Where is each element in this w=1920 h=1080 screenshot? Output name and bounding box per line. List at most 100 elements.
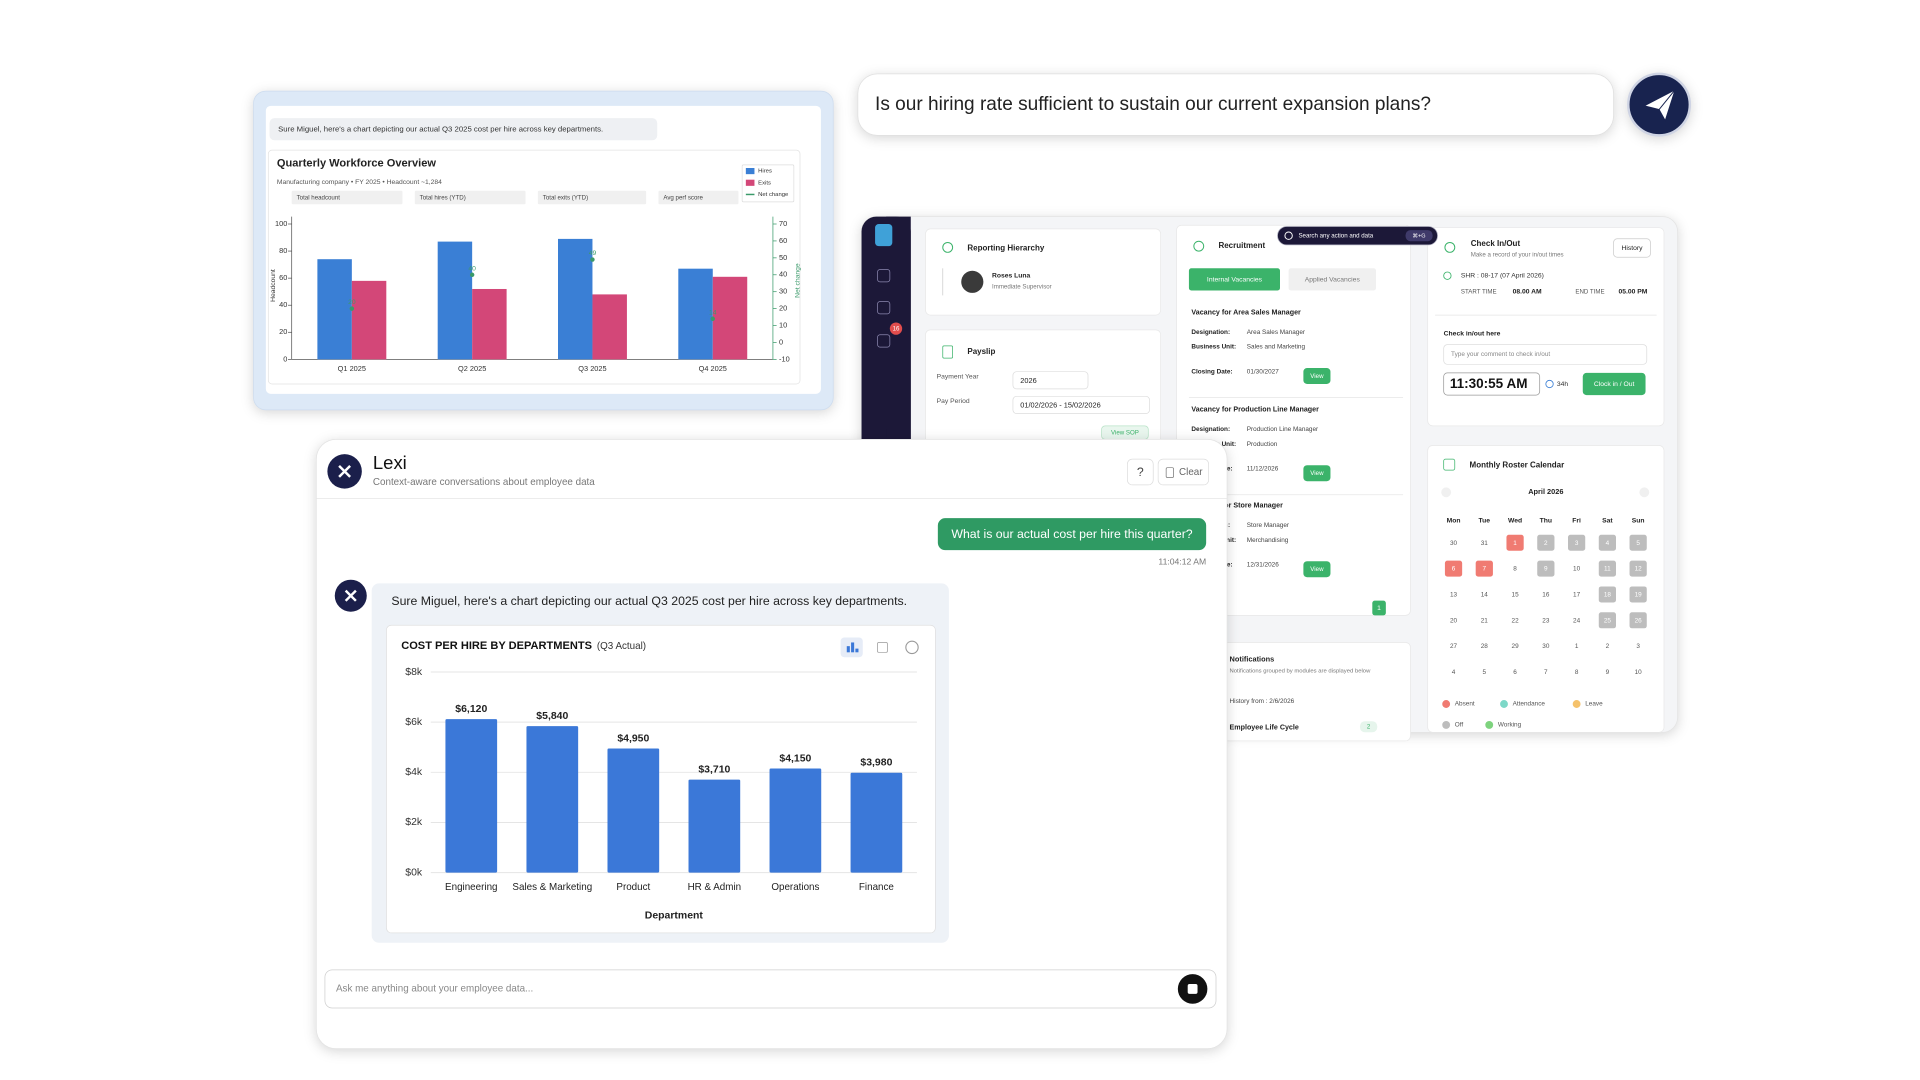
person-name: Roses Luna <box>992 272 1031 279</box>
y2-tick-label: 0 <box>779 337 783 346</box>
select[interactable] <box>1012 371 1089 390</box>
day: 8 <box>1575 669 1579 676</box>
item-count: 2 <box>1367 724 1371 731</box>
y2-tick-label: 10 <box>779 320 787 329</box>
clear-button[interactable] <box>1157 458 1209 486</box>
stop-icon <box>1187 984 1198 994</box>
kpi-box <box>414 190 526 205</box>
page-number[interactable]: 1 <box>1377 605 1381 612</box>
select[interactable] <box>1012 395 1150 414</box>
x-axis-label: Department <box>645 910 704 921</box>
toggle-icon <box>846 646 850 653</box>
day: 31 <box>1481 540 1489 547</box>
button[interactable] <box>1613 238 1651 258</box>
print-button[interactable] <box>905 640 919 655</box>
point-label: 40 <box>468 265 476 272</box>
day: 1 <box>1575 643 1579 650</box>
page-button[interactable] <box>1372 600 1386 616</box>
kpi-box <box>291 190 403 205</box>
bar <box>678 268 713 360</box>
nav-prev[interactable] <box>1441 487 1452 498</box>
search-query[interactable]: Is our hiring rate sufficient to sustain… <box>875 94 1431 115</box>
y-tick-label: 0 <box>283 354 287 363</box>
day: 13 <box>1450 592 1458 599</box>
help-label[interactable]: ? <box>1137 465 1144 479</box>
button[interactable] <box>1303 368 1331 384</box>
avatar-mark <box>344 589 357 602</box>
day: 27 <box>1450 643 1458 650</box>
x-tick-label: Q2 2025 <box>458 364 486 373</box>
workforce-card: Sure Miguel, here's a chart depicting ou… <box>253 90 834 411</box>
help-button[interactable] <box>1127 458 1154 486</box>
tab-active[interactable] <box>1188 268 1280 291</box>
day-cell <box>1629 534 1647 551</box>
y2-tick-label: 40 <box>779 270 787 279</box>
bar <box>712 276 748 360</box>
bar <box>592 294 627 360</box>
toggle-icon <box>855 648 859 653</box>
legend-label: Attendance <box>1513 701 1546 708</box>
day: 7 <box>1544 669 1548 676</box>
y-tick-label: 60 <box>279 273 287 282</box>
user-message: What is our actual cost per hire this qu… <box>951 527 1192 541</box>
day: 3 <box>1575 540 1579 547</box>
badge <box>889 322 903 335</box>
x-tick-label: Finance <box>859 882 894 893</box>
line-point <box>710 316 715 321</box>
value-label: $3,980 <box>860 758 892 769</box>
card-icon <box>942 241 954 253</box>
weekday: Wed <box>1508 517 1522 524</box>
day: 19 <box>1635 592 1643 599</box>
button[interactable] <box>1582 372 1646 396</box>
button-label[interactable]: View <box>1310 470 1324 477</box>
search-pill[interactable] <box>1277 226 1438 246</box>
clear-label[interactable]: Clear <box>1179 467 1203 478</box>
send-icon <box>1642 88 1676 122</box>
day-cell <box>1475 560 1493 577</box>
day-cell <box>1598 534 1616 551</box>
nav-next[interactable] <box>1639 487 1650 498</box>
card-icon <box>1193 240 1205 252</box>
line-point <box>349 306 355 311</box>
field-value: Merchandising <box>1247 537 1289 544</box>
bar <box>688 779 741 873</box>
day: 22 <box>1512 617 1520 624</box>
button-label[interactable]: View <box>1310 373 1324 380</box>
legend-swatch <box>1500 700 1508 708</box>
field-label: Pay Period <box>937 398 970 405</box>
input-placeholder[interactable]: Ask me anything about your employee data… <box>336 984 533 995</box>
comment-box[interactable] <box>1443 344 1648 365</box>
chat-input[interactable] <box>324 969 1217 1009</box>
bar <box>317 259 352 360</box>
day: 30 <box>1450 540 1458 547</box>
button-label[interactable]: View SOP <box>1111 430 1139 437</box>
legend-swatch <box>745 179 755 186</box>
day: 9 <box>1544 566 1548 573</box>
card-icon <box>942 345 953 359</box>
search-placeholder: Search any action and data <box>1298 233 1373 240</box>
tab-label[interactable]: Applied Vacancies <box>1305 277 1361 284</box>
field-value: 08.00 AM <box>1513 288 1542 295</box>
message-time: 11:04:12 AM <box>1158 557 1206 567</box>
day-cell <box>1444 560 1463 577</box>
button[interactable] <box>1303 561 1331 578</box>
button-label[interactable]: View <box>1310 566 1324 573</box>
button-label[interactable]: History <box>1621 245 1643 252</box>
button-label[interactable]: Clock in / Out <box>1594 381 1635 388</box>
field-label: Designation: <box>1191 329 1230 336</box>
day: 11 <box>1604 566 1611 573</box>
message: Sure Miguel, here's a chart depicting ou… <box>278 125 603 134</box>
day: 30 <box>1542 643 1550 650</box>
legend-label: Off <box>1455 722 1464 729</box>
lexi-chat: Lexi Context-aware conversations about em… <box>315 439 1228 1049</box>
day: 12 <box>1635 566 1643 573</box>
tab-label[interactable]: Internal Vacancies <box>1207 277 1263 284</box>
tab[interactable] <box>1288 268 1376 291</box>
day-cell <box>1598 586 1616 603</box>
search-input[interactable] <box>857 73 1614 136</box>
field-label: Designation: <box>1191 426 1230 433</box>
weekday: Tue <box>1479 517 1491 524</box>
value-label: $6,120 <box>455 704 487 715</box>
button[interactable] <box>1303 465 1331 482</box>
legend-label: Absent <box>1455 701 1475 708</box>
